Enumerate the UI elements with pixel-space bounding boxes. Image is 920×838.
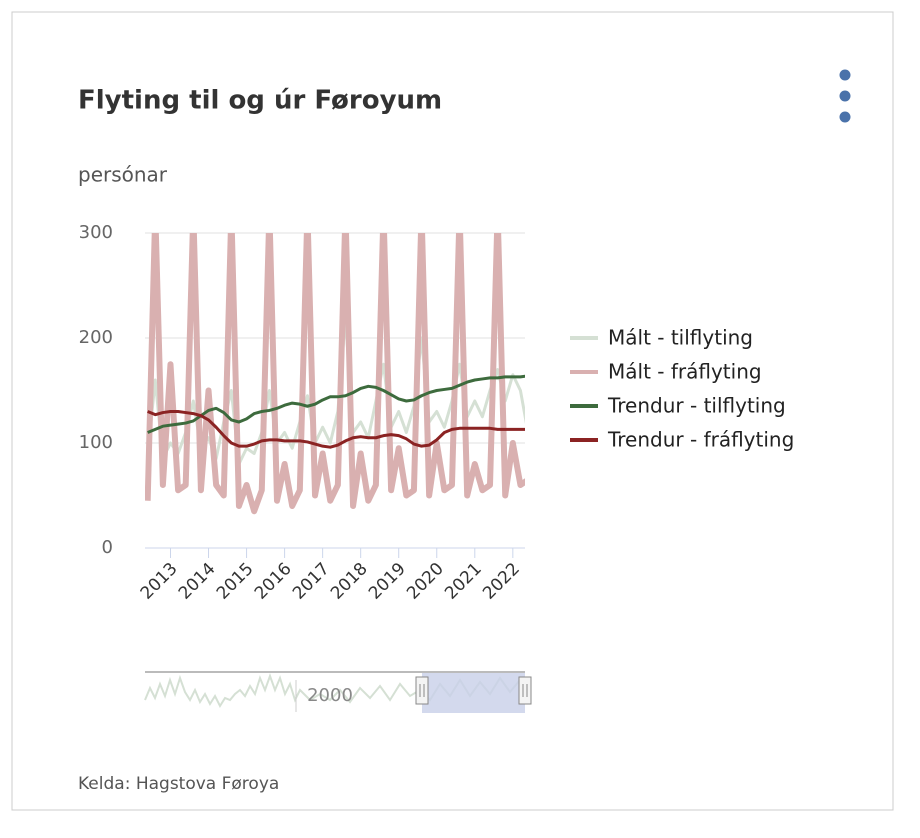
y-tick-label: 0 — [102, 537, 113, 558]
menu-button[interactable] — [839, 69, 851, 123]
navigator-label: 2000 — [307, 685, 353, 706]
y-axis-label: persónar — [78, 163, 168, 187]
legend-label[interactable]: Mált - tilflyting — [608, 326, 753, 350]
y-tick-label: 200 — [79, 327, 113, 348]
legend-label[interactable]: Trendur - tilflyting — [607, 394, 786, 418]
source: Kelda: Hagstova Føroya — [78, 774, 279, 794]
series-line — [147, 374, 525, 434]
y-tick-label: 300 — [79, 222, 113, 243]
plot-area — [145, 233, 525, 515]
navigator[interactable] — [144, 671, 532, 713]
y-tick-label: 100 — [79, 432, 113, 453]
legend-label[interactable]: Mált - fráflyting — [608, 360, 762, 384]
series-line — [147, 410, 525, 449]
chart-title: Flyting til og úr Føroyum — [78, 86, 442, 116]
legend-label[interactable]: Trendur - fráflyting — [607, 428, 794, 452]
